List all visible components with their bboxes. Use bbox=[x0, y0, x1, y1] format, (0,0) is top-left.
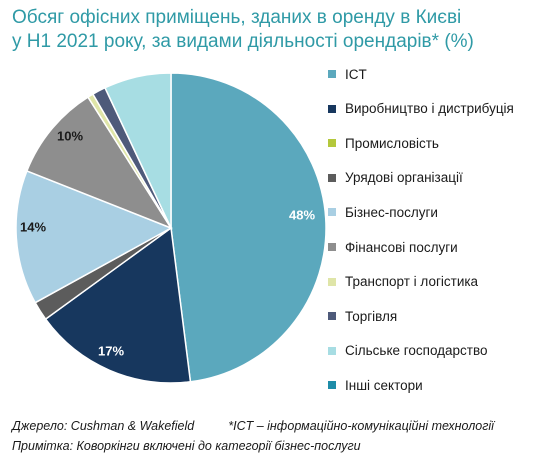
chart-title: Обсяг офісних приміщень, зданих в оренду… bbox=[12, 6, 552, 54]
legend-swatch-1 bbox=[328, 104, 336, 113]
legend-swatch-7 bbox=[328, 312, 336, 321]
ict-note: *ICT – інформаційно-комунікаційні технол… bbox=[228, 419, 494, 433]
legend-item-5: Фінансові послуги bbox=[328, 237, 458, 257]
legend-item-9: Інші сектори bbox=[328, 375, 423, 395]
legend-item-8: Сільське господарство bbox=[328, 341, 488, 361]
legend-item-3: Урядові організації bbox=[328, 168, 463, 188]
legend-swatch-6 bbox=[328, 277, 336, 286]
legend-swatch-9 bbox=[328, 381, 336, 390]
pie-chart: 48% 17% 14% 10% bbox=[15, 72, 327, 384]
legend-item-1: Виробництво і дистрибуція bbox=[328, 99, 514, 119]
legend-item-4: Бізнес-послуги bbox=[328, 202, 438, 222]
data-label-slice-4: 14% bbox=[20, 219, 46, 234]
chart-footer: Джерело: Cushman & Wakefield *ICT – інфор… bbox=[12, 416, 557, 456]
legend-label-1: Виробництво і дистрибуція bbox=[345, 101, 514, 117]
pie-slice-8 bbox=[104, 72, 172, 229]
legend-item-6: Транспорт і логістика bbox=[328, 272, 478, 292]
pie-slice-5 bbox=[25, 96, 173, 230]
legend-item-0: ICT bbox=[328, 64, 367, 84]
legend-swatch-0 bbox=[328, 70, 336, 78]
legend-label-5: Фінансові послуги bbox=[345, 239, 458, 255]
data-label-slice-0: 48% bbox=[289, 207, 315, 222]
legend-swatch-8 bbox=[328, 346, 336, 355]
chart-title-line-1: Обсяг офісних приміщень, зданих в оренду… bbox=[12, 7, 462, 28]
legend-label-9: Інші сектори bbox=[345, 377, 423, 393]
coworking-note: Примітка: Коворкінги включені до категор… bbox=[12, 439, 361, 453]
legend-label-0: ICT bbox=[345, 66, 367, 82]
legend-swatch-2 bbox=[328, 139, 336, 148]
legend-item-2: Промисловість bbox=[328, 133, 439, 153]
chart-title-line-2: у H1 2021 року, за видами діяльності оре… bbox=[12, 31, 474, 52]
source-note: Джерело: Cushman & Wakefield bbox=[12, 419, 195, 433]
pie-slice-1 bbox=[44, 226, 192, 384]
legend-label-3: Урядові організації bbox=[345, 170, 463, 186]
data-label-slice-5: 10% bbox=[57, 128, 83, 143]
legend-item-7: Торгівля bbox=[328, 306, 397, 326]
legend-swatch-4 bbox=[328, 208, 336, 217]
pie-slice-4 bbox=[15, 169, 173, 304]
legend-label-7: Торгівля bbox=[345, 308, 398, 324]
legend-label-8: Сільське господарство bbox=[345, 343, 488, 359]
data-label-slice-1: 17% bbox=[98, 343, 124, 358]
legend-label-4: Бізнес-послуги bbox=[345, 204, 438, 220]
pie-slice-0 bbox=[170, 72, 327, 383]
legend-swatch-3 bbox=[328, 173, 336, 182]
legend-label-2: Промисловість bbox=[345, 135, 439, 151]
legend-swatch-5 bbox=[328, 243, 336, 251]
legend-label-6: Транспорт і логістика bbox=[345, 274, 479, 290]
